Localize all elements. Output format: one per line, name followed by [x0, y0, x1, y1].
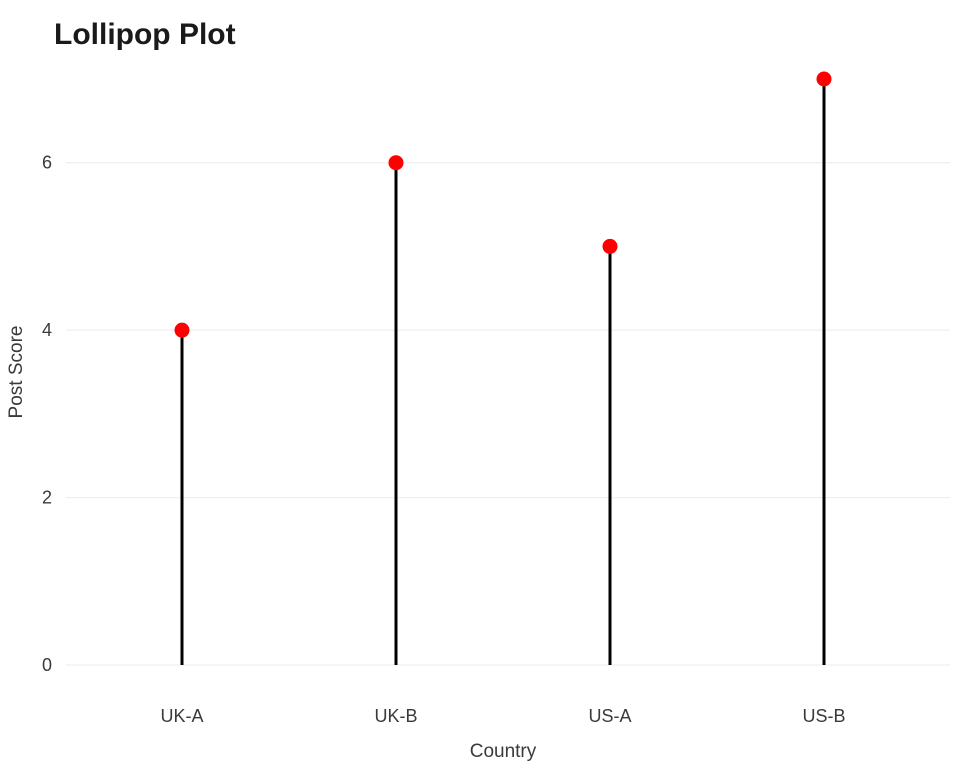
grid-layer — [66, 162, 950, 666]
x-tick-label: UK-A — [160, 706, 203, 726]
x-axis-ticks: UK-A UK-B US-A US-B — [160, 706, 845, 726]
lollipop-point-uk-a — [174, 322, 190, 338]
lollipop-point-uk-b — [388, 155, 404, 171]
chart-title: Lollipop Plot — [54, 18, 236, 51]
lollipop-stems — [180, 79, 826, 665]
x-tick-label: UK-B — [374, 706, 417, 726]
lollipop-points — [174, 71, 832, 338]
y-tick-label: 4 — [42, 320, 52, 340]
lollipop-point-us-b — [816, 71, 832, 87]
y-tick-label: 0 — [42, 655, 52, 675]
x-tick-label: US-B — [802, 706, 845, 726]
x-axis-title: Country — [470, 741, 537, 762]
lollipop-point-us-a — [602, 238, 618, 254]
y-axis-title: Post Score — [6, 326, 27, 419]
y-tick-label: 2 — [42, 488, 52, 508]
x-tick-label: US-A — [588, 706, 631, 726]
y-axis-ticks: 0 2 4 6 — [42, 153, 52, 675]
y-tick-label: 6 — [42, 153, 52, 173]
